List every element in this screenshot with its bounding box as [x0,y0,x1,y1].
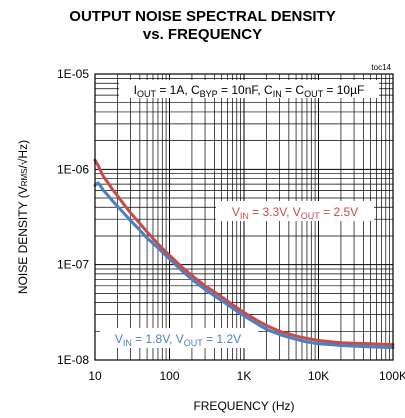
x-tick-label: 10K [308,369,329,383]
tick-labels: 10 100 1K 10K 100K 1E-05 1E-06 1E-07 1E-08 [57,67,405,383]
chart-tag: toc14 [371,63,391,72]
x-tick-label: 10 [88,369,102,383]
series-1-label: VIN = 1.8V, VOUT = 1.2V [115,332,241,348]
x-tick-label: 100 [159,369,179,383]
annotations: IOUT = 1A, CBYP = 10nF, CIN = COUT = 10µ… [100,80,379,348]
y-axis-label: NOISE DENSITY (VRMS/√Hz) [16,140,30,294]
series-layer [93,158,395,350]
y-tick-label: 1E-06 [57,162,89,176]
x-tick-label: 100K [379,369,405,383]
chart-title: OUTPUT NOISE SPECTRAL DENSITY [69,8,336,25]
series-line-2 [93,158,395,347]
series-1-label-background [100,328,258,348]
series-2-label-background [216,201,374,221]
y-tick-label: 1E-07 [57,258,89,272]
x-axis-label: FREQUENCY (Hz) [193,399,294,413]
series-line-1 [93,181,395,350]
y-tick-label: 1E-08 [57,353,89,367]
conditions-background [119,80,379,98]
series-2-label: VIN = 3.3V, VOUT = 2.5V [232,205,358,221]
plot-frame [94,73,394,361]
conditions-label: IOUT = 1A, CBYP = 10nF, CIN = COUT = 10µ… [134,83,365,99]
chart-subtitle: vs. FREQUENCY [142,26,263,43]
x-tick-label: 1K [237,369,252,383]
y-tick-label: 1E-05 [57,67,89,81]
